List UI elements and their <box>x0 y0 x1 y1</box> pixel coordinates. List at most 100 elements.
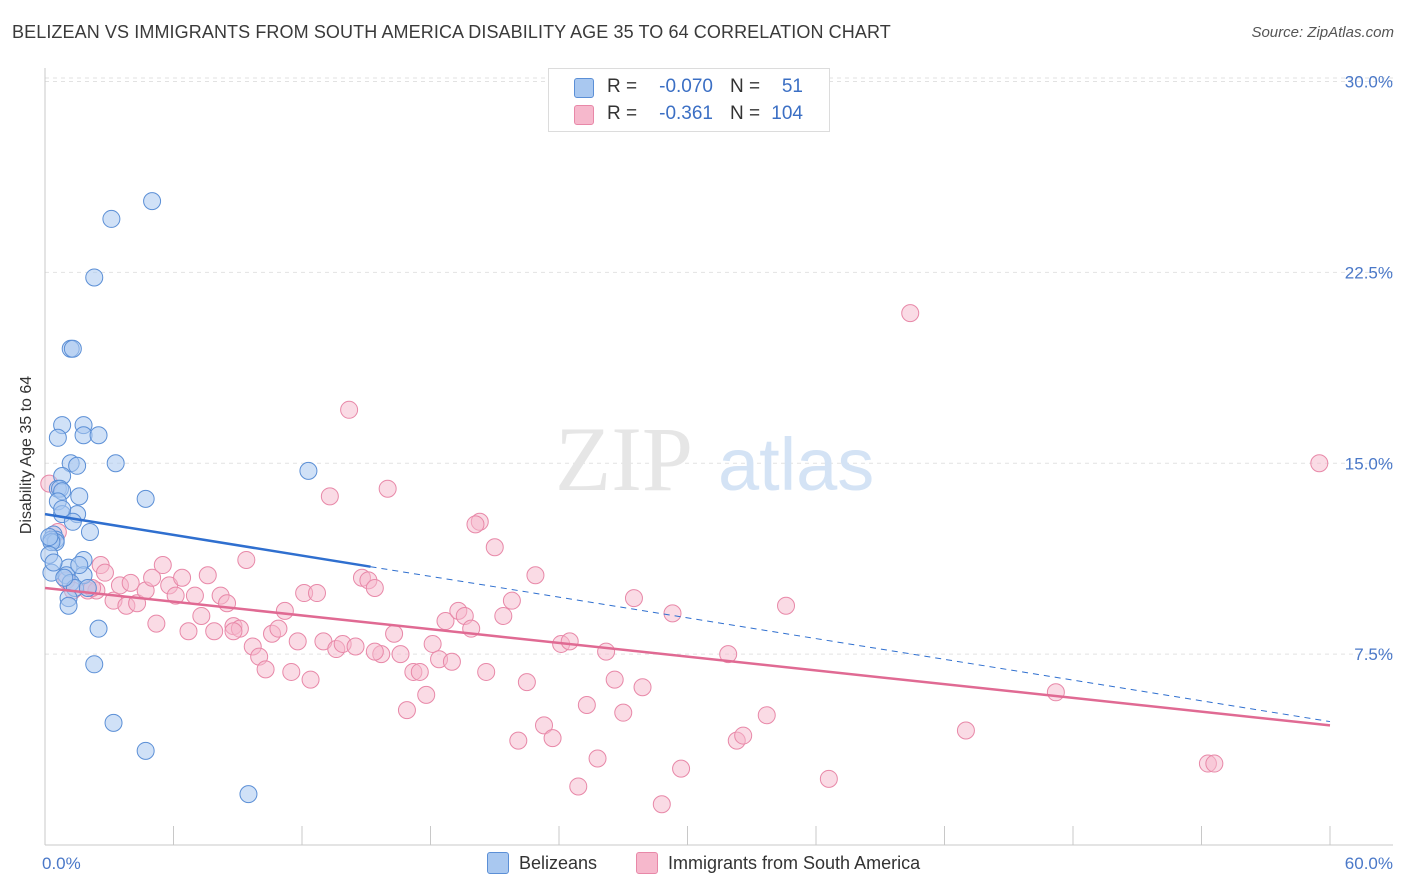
stats-legend: R = -0.070 N = 51 R = -0.361 N = 104 <box>548 68 830 132</box>
data-point-belizeans <box>80 522 99 541</box>
legend-label: Belizeans <box>519 852 598 873</box>
data-point-immigrants <box>526 566 545 585</box>
r-label: R = <box>607 103 638 124</box>
data-point-immigrants <box>1046 683 1065 702</box>
data-point-immigrants <box>391 645 410 664</box>
data-point-immigrants <box>597 642 616 661</box>
data-point-belizeans <box>136 489 155 508</box>
n-label: N = <box>730 76 761 97</box>
data-point-belizeans <box>59 596 78 615</box>
n-value: 104 <box>771 103 803 124</box>
data-point-immigrants <box>340 400 359 419</box>
series-belizeans <box>40 192 318 804</box>
data-point-belizeans <box>70 487 89 506</box>
data-point-belizeans <box>299 461 318 480</box>
watermark-atlas: atlas <box>718 423 874 506</box>
data-point-immigrants <box>535 716 554 735</box>
data-point-belizeans <box>239 785 258 804</box>
data-point-immigrants <box>121 573 140 592</box>
trend-lines <box>44 512 1331 727</box>
data-point-immigrants <box>397 701 416 720</box>
data-point-immigrants <box>307 584 326 603</box>
r-label: R = <box>607 76 638 97</box>
data-point-immigrants <box>719 645 738 664</box>
data-point-immigrants <box>192 606 211 625</box>
data-point-immigrants <box>275 601 294 620</box>
data-point-immigrants <box>410 662 429 681</box>
data-point-belizeans <box>44 553 63 572</box>
data-point-immigrants <box>179 622 198 641</box>
data-point-immigrants <box>605 670 624 689</box>
data-point-immigrants <box>423 634 442 653</box>
belizeans-legend-swatch-icon <box>487 852 509 874</box>
data-point-immigrants <box>198 566 217 585</box>
trend-line-immigrants <box>44 586 1331 727</box>
watermark: ZIP atlas <box>555 408 874 510</box>
data-point-belizeans <box>63 339 82 358</box>
data-point-immigrants <box>466 515 485 534</box>
data-point-immigrants <box>147 614 166 633</box>
data-point-belizeans <box>48 428 67 447</box>
legend-label: Immigrants from South America <box>668 852 921 873</box>
y-tick-label: 7.5% <box>1354 645 1393 664</box>
x-tick-label: 60.0% <box>1345 854 1393 873</box>
data-point-belizeans <box>89 426 108 445</box>
data-point-belizeans <box>85 655 104 674</box>
trend-line-belizeans-extrapolated <box>370 566 1331 723</box>
data-point-immigrants <box>442 652 461 671</box>
data-point-immigrants <box>477 662 496 681</box>
data-point-immigrants <box>365 642 384 661</box>
data-point-immigrants <box>166 586 185 605</box>
source-label: Source: ZipAtlas.com <box>1251 24 1394 41</box>
data-point-belizeans <box>68 456 87 475</box>
data-point-immigrants <box>560 632 579 651</box>
axes <box>44 68 1393 846</box>
data-point-immigrants <box>901 304 920 323</box>
data-point-immigrants <box>378 479 397 498</box>
data-point-belizeans <box>55 568 74 587</box>
data-point-immigrants <box>517 673 536 692</box>
x-tick-label: 0.0% <box>42 854 81 873</box>
data-point-immigrants <box>956 721 975 740</box>
data-point-immigrants <box>734 726 753 745</box>
data-point-immigrants <box>320 487 339 506</box>
data-point-immigrants <box>509 731 528 750</box>
data-point-immigrants <box>672 759 691 778</box>
data-point-belizeans <box>70 556 89 575</box>
n-value: 51 <box>781 76 803 97</box>
data-point-immigrants <box>614 703 633 722</box>
legend-item-belizeans[interactable]: Belizeans <box>487 852 597 874</box>
data-point-belizeans <box>40 528 59 547</box>
data-point-belizeans <box>104 713 123 732</box>
chart-title: BELIZEAN VS IMMIGRANTS FROM SOUTH AMERIC… <box>12 22 891 42</box>
data-point-immigrants <box>485 538 504 557</box>
data-point-belizeans <box>74 426 93 445</box>
data-point-immigrants <box>1205 754 1224 773</box>
data-point-immigrants <box>301 670 320 689</box>
y-tick-label: 30.0% <box>1345 73 1393 92</box>
data-point-immigrants <box>143 568 162 587</box>
data-point-belizeans <box>143 192 162 211</box>
data-point-immigrants <box>95 563 114 582</box>
data-point-immigrants <box>652 795 671 814</box>
data-point-immigrants <box>173 568 192 587</box>
data-point-immigrants <box>819 769 838 788</box>
series-immigrants-south-america <box>40 304 1329 814</box>
data-point-immigrants <box>633 678 652 697</box>
y-tick-label: 15.0% <box>1345 454 1393 473</box>
belizeans-swatch-icon <box>574 78 594 98</box>
y-tick-label: 22.5% <box>1345 263 1393 282</box>
data-point-immigrants <box>624 589 643 608</box>
data-point-immigrants <box>777 596 796 615</box>
r-value: -0.070 <box>659 76 713 97</box>
data-point-immigrants <box>417 685 436 704</box>
data-point-immigrants <box>569 777 588 796</box>
immigrants-legend-swatch-icon <box>636 852 658 874</box>
data-point-immigrants <box>365 578 384 597</box>
data-point-immigrants <box>1310 454 1329 473</box>
data-point-immigrants <box>185 586 204 605</box>
legend-item-immigrants[interactable]: Immigrants from South America <box>636 852 920 874</box>
data-point-belizeans <box>85 268 104 287</box>
data-point-immigrants <box>494 606 513 625</box>
data-point-belizeans <box>102 209 121 228</box>
